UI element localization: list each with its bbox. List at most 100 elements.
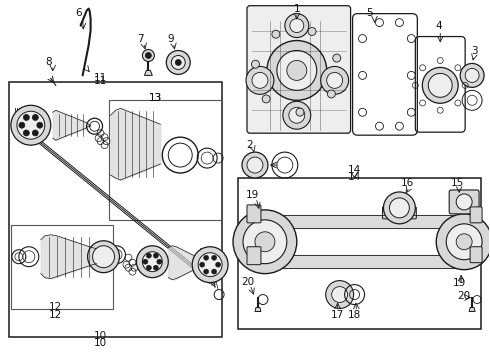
- Polygon shape: [145, 71, 152, 75]
- Circle shape: [243, 220, 287, 264]
- Circle shape: [157, 259, 162, 264]
- Circle shape: [17, 111, 45, 139]
- Circle shape: [37, 122, 43, 128]
- Circle shape: [143, 252, 162, 272]
- Bar: [108, 100, 222, 220]
- Circle shape: [321, 67, 348, 94]
- Circle shape: [422, 67, 458, 103]
- Text: 7: 7: [137, 33, 144, 44]
- Circle shape: [296, 108, 304, 116]
- Circle shape: [460, 63, 484, 87]
- Text: 16: 16: [401, 178, 414, 188]
- Circle shape: [384, 192, 416, 224]
- Text: 20: 20: [458, 291, 471, 301]
- Circle shape: [272, 30, 280, 38]
- Text: 13: 13: [149, 93, 162, 103]
- Circle shape: [216, 262, 220, 267]
- Text: 19: 19: [453, 278, 466, 288]
- FancyBboxPatch shape: [383, 207, 416, 219]
- Circle shape: [143, 259, 148, 264]
- Polygon shape: [255, 307, 261, 311]
- Text: 12: 12: [49, 302, 62, 312]
- Text: 3: 3: [471, 45, 477, 55]
- Circle shape: [24, 114, 29, 121]
- Circle shape: [32, 114, 38, 121]
- Circle shape: [19, 122, 25, 128]
- Circle shape: [136, 246, 168, 278]
- Text: 20: 20: [242, 276, 254, 287]
- Text: 12: 12: [49, 310, 62, 320]
- Circle shape: [456, 194, 472, 210]
- Circle shape: [88, 241, 120, 273]
- Circle shape: [287, 60, 307, 80]
- Circle shape: [32, 130, 38, 136]
- Text: 14: 14: [348, 172, 361, 182]
- Text: 13: 13: [149, 93, 162, 103]
- Circle shape: [327, 72, 343, 88]
- FancyBboxPatch shape: [247, 6, 350, 133]
- Circle shape: [285, 14, 309, 37]
- Circle shape: [204, 269, 209, 274]
- FancyBboxPatch shape: [247, 247, 261, 265]
- Circle shape: [93, 246, 115, 268]
- Circle shape: [326, 280, 354, 309]
- Polygon shape: [469, 307, 475, 311]
- Circle shape: [212, 255, 217, 260]
- Text: 10: 10: [94, 338, 107, 348]
- Circle shape: [327, 90, 335, 98]
- Circle shape: [246, 67, 274, 94]
- Text: 8: 8: [46, 58, 52, 67]
- Circle shape: [166, 50, 190, 75]
- Circle shape: [146, 53, 151, 58]
- Circle shape: [332, 287, 347, 302]
- Circle shape: [192, 247, 228, 283]
- Text: 9: 9: [167, 33, 173, 44]
- Circle shape: [242, 152, 268, 178]
- Circle shape: [277, 50, 317, 90]
- Bar: [11, 225, 113, 310]
- Circle shape: [143, 50, 154, 62]
- Text: 18: 18: [348, 310, 361, 320]
- Text: 15: 15: [450, 178, 464, 188]
- Text: 14: 14: [348, 165, 361, 175]
- Text: 4: 4: [436, 21, 442, 31]
- Text: 2: 2: [246, 140, 253, 150]
- Circle shape: [446, 224, 482, 260]
- Circle shape: [465, 68, 479, 82]
- Circle shape: [456, 234, 472, 250]
- Text: 17: 17: [331, 310, 344, 320]
- Circle shape: [175, 59, 181, 66]
- Circle shape: [200, 262, 205, 267]
- Text: 10: 10: [94, 331, 107, 341]
- FancyBboxPatch shape: [449, 190, 479, 214]
- FancyBboxPatch shape: [470, 207, 482, 223]
- Circle shape: [251, 60, 259, 68]
- Bar: [9, 82, 222, 337]
- Circle shape: [428, 73, 452, 97]
- Bar: [238, 178, 481, 329]
- Circle shape: [212, 269, 217, 274]
- Circle shape: [24, 130, 29, 136]
- Circle shape: [436, 214, 490, 270]
- Text: 5: 5: [366, 8, 373, 18]
- Text: 6: 6: [75, 8, 82, 18]
- Circle shape: [172, 55, 185, 69]
- Circle shape: [283, 101, 311, 129]
- Text: 19: 19: [245, 190, 259, 200]
- Circle shape: [233, 210, 297, 274]
- Circle shape: [147, 253, 151, 258]
- Circle shape: [11, 105, 51, 145]
- Circle shape: [147, 265, 151, 270]
- Circle shape: [247, 157, 263, 173]
- Text: 11: 11: [94, 76, 107, 86]
- Circle shape: [262, 95, 270, 103]
- Circle shape: [290, 19, 304, 32]
- Circle shape: [255, 232, 275, 252]
- Circle shape: [252, 72, 268, 88]
- Circle shape: [204, 255, 209, 260]
- Circle shape: [289, 107, 305, 123]
- Circle shape: [308, 27, 316, 35]
- FancyBboxPatch shape: [470, 247, 482, 263]
- Text: 11: 11: [94, 73, 107, 84]
- Circle shape: [333, 54, 341, 62]
